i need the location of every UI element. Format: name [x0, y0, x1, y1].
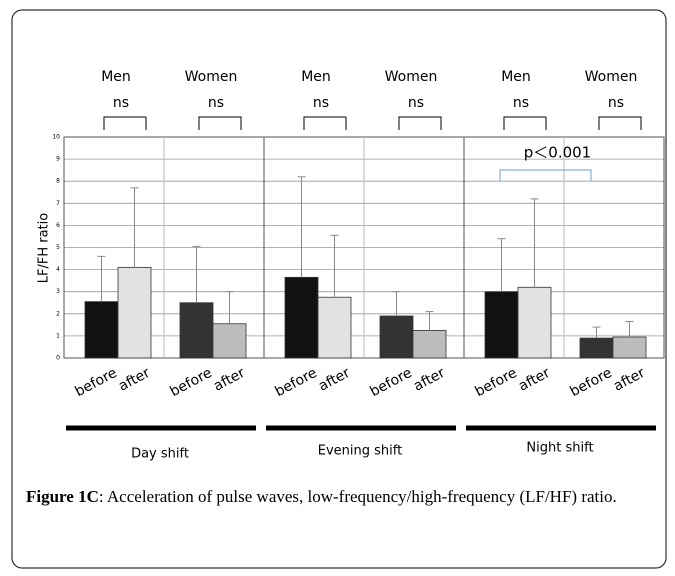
group-label: Women	[585, 69, 638, 85]
x-tick-label: after	[211, 365, 248, 395]
group-label: Women	[185, 69, 238, 85]
y-tick-label: 0	[56, 355, 60, 362]
x-tick-label: after	[411, 365, 448, 395]
group-label: Men	[101, 69, 131, 85]
y-tick-label: 3	[56, 288, 60, 295]
annotation: p＜0.001	[524, 144, 591, 162]
x-tick-label: after	[516, 365, 553, 395]
x-tick-label: before	[72, 365, 119, 400]
y-tick-label: 10	[52, 134, 60, 141]
caption: Figure 1C: Acceleration of pulse waves, …	[26, 482, 651, 512]
caption-label: Figure 1C	[26, 487, 99, 506]
bar	[612, 336, 647, 359]
y-tick-label: 6	[56, 222, 60, 229]
annotation-bracket	[499, 169, 592, 181]
y-tick-label: 2	[56, 310, 60, 317]
y-tick-label: 4	[56, 266, 60, 273]
bar	[284, 276, 319, 359]
caption-text: : Acceleration of pulse waves, low-frequ…	[98, 487, 617, 506]
sig-label: ns	[408, 95, 424, 111]
bar	[379, 315, 414, 359]
group-label: Men	[501, 69, 531, 85]
sig-bracket	[198, 116, 242, 130]
x-tick-label: after	[316, 365, 353, 395]
x-tick-label: before	[367, 365, 414, 400]
group-label: Women	[385, 69, 438, 85]
bar	[117, 266, 152, 359]
bar	[212, 323, 247, 359]
sig-bracket	[503, 116, 547, 130]
bar	[84, 301, 119, 359]
frame	[11, 9, 667, 569]
sig-bracket	[303, 116, 347, 130]
y-axis-label: LF/FH ratio	[37, 213, 52, 284]
y-tick-label: 8	[56, 178, 60, 185]
x-tick-label: before	[567, 365, 614, 400]
sig-label: ns	[513, 95, 529, 111]
bar	[517, 286, 552, 359]
x-tick-label: before	[472, 365, 519, 400]
sig-label: ns	[113, 95, 129, 111]
bar	[579, 337, 614, 359]
sig-bracket	[398, 116, 442, 130]
bar	[179, 302, 214, 359]
sig-bracket	[598, 116, 642, 130]
sig-label: ns	[608, 95, 624, 111]
shift-label: Night shift	[526, 441, 593, 456]
y-tick-label: 5	[56, 244, 60, 251]
x-tick-label: after	[116, 365, 153, 395]
shift-label: Day shift	[131, 447, 189, 462]
x-tick-label: before	[272, 365, 319, 400]
bar	[412, 329, 447, 359]
y-tick-label: 1	[56, 332, 60, 339]
group-label: Men	[301, 69, 331, 85]
shift-label: Evening shift	[318, 444, 402, 459]
y-tick-label: 7	[56, 200, 60, 207]
sig-label: ns	[208, 95, 224, 111]
y-tick-label: 9	[56, 156, 60, 163]
x-tick-label: before	[167, 365, 214, 400]
sig-bracket	[103, 116, 147, 130]
x-tick-label: after	[611, 365, 648, 395]
bar	[317, 296, 352, 359]
sig-label: ns	[313, 95, 329, 111]
bar	[484, 291, 519, 359]
